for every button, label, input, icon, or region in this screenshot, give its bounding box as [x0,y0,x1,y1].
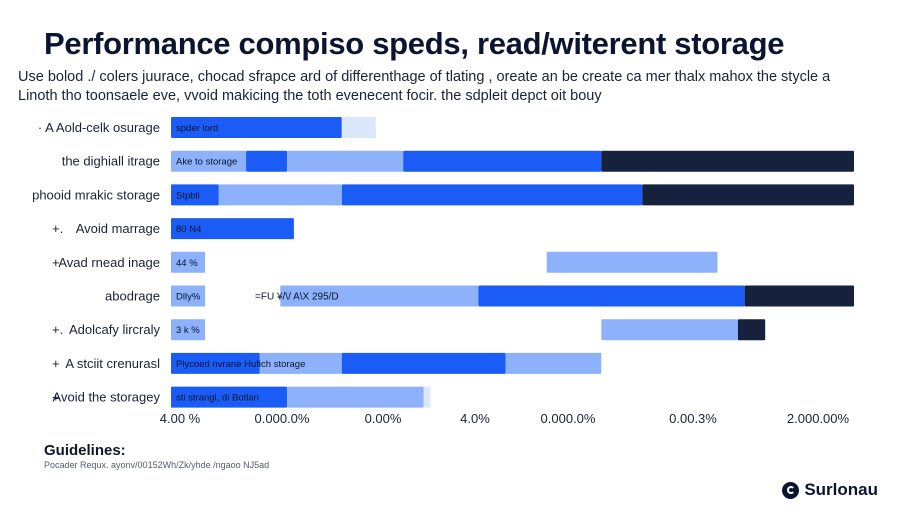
bar-data-label: Plycoed nvrane Hufich storage [176,359,305,370]
x-tick-label: 4.00 % [160,411,201,426]
bar-segment [341,117,376,138]
bar-segment [171,117,342,138]
x-tick-label: 2.000.00% [787,411,850,426]
category-label: Avad rnead inage [58,255,160,270]
bar-segment [287,150,404,172]
category-label: Avoid marrage [76,221,160,236]
subtitle-line-2: Linoth tho toonsaele eve, vvoid makicing… [18,88,602,104]
bar-segment [280,285,479,307]
category-label: the dighiall itrage [62,154,160,169]
row-marker: + [52,356,60,371]
bar-segment [218,184,342,206]
brand-logo: Surlonau [782,480,878,500]
x-tick-label: 0.000.0% [541,411,596,426]
bar-segment [246,150,288,172]
bar-data-label: sti strangl, di Botlan [176,393,259,404]
bar-data-label: spder lord [176,123,218,134]
logo-icon [782,481,800,499]
category-label: A stciit crenurasl [65,356,160,371]
bar-segment [546,251,718,273]
bar-segment [744,285,854,307]
subtitle-line-1: Use bolod ./ colers juurace, chocad sfra… [18,69,831,85]
bar-segment [259,352,342,374]
row-marker: + [52,390,60,405]
bar-segment [171,184,219,206]
row-marker: + [52,255,60,270]
bar-segment [171,251,206,273]
bar-segment [171,386,288,408]
bar-segment [171,150,247,172]
subtitle: Use bolod ./ colers juurace, chocad sfra… [18,68,848,106]
bar-data-label: 80 N4 [176,224,201,235]
bar-data-label: Dlly% [176,292,201,303]
bar-segment [341,352,506,374]
bar-segment [171,285,206,307]
bar-segment [171,352,260,374]
row-marker: +. [52,322,63,337]
bar-segment [601,150,854,172]
bar-segment [403,150,602,172]
inline-annotation: =FU ¥/\/ A\X 295/D [255,292,339,303]
bar-segment [737,319,766,341]
category-label: abodrage [105,289,160,304]
category-label: Adolcafy lircraly [69,322,161,337]
logo-text: Surlonau [804,480,878,499]
bar-segment [601,319,738,341]
bar-segment [287,386,424,408]
bar-data-label: 3 k % [176,325,200,336]
category-label: Avoid the storagey [53,390,161,405]
bar-data-label: Stpbli [176,190,200,201]
bar-segment [341,184,643,206]
bar-segment [171,319,206,341]
guidelines-title: Guidelines: [44,442,126,459]
x-tick-label: 0.000.0% [255,411,310,426]
x-tick-label: 0.00.3% [669,411,717,426]
bar-segment [642,184,854,206]
bar-segment [171,218,294,240]
category-label: · A Aold-celk osurage [38,120,160,135]
storage-performance-chart: · A Aold-celk osurage spder lord the dighi… [32,117,854,426]
row-marker: +. [52,221,63,236]
x-tick-label: 0.00% [365,411,402,426]
bar-segment [478,285,745,307]
guidelines-text: Pocader Requx. ayonv/00152Wh/Zk/yhde /ng… [44,460,270,470]
bar-data-label: 44 % [176,258,198,269]
bar-data-label: Ake to storage [176,157,237,168]
category-label: phooid mrakic storage [32,187,160,202]
bar-segment [505,352,602,374]
bar-segment [423,386,431,408]
x-tick-label: 4.0% [460,411,490,426]
page-title: Performance compiso speds, read/witerent… [44,26,785,61]
